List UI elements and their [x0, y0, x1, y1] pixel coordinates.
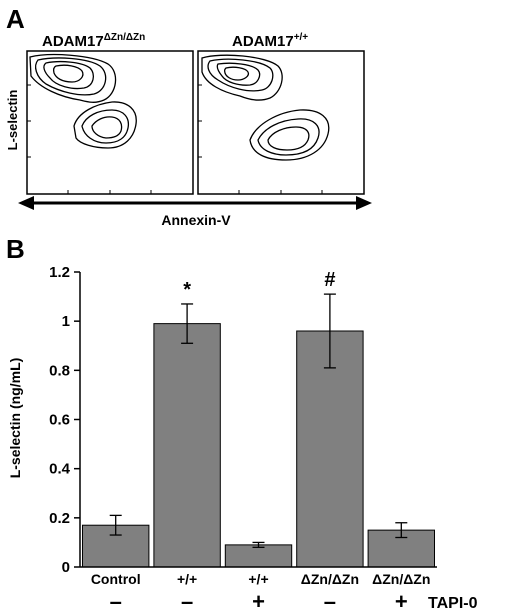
right-plot-title-base: ADAM17: [232, 33, 294, 50]
bars: [81, 323, 436, 568]
y-axis-ticks: 0 0.2 0.4 0.6 0.8 1 1.2: [49, 264, 80, 576]
y-tick-label: 1.2: [49, 264, 70, 281]
error-bar: [181, 303, 194, 344]
x-axis-genotype-labels: Control +/+ +/+ ΔZn/ΔZn ΔZn/ΔZn: [91, 571, 431, 587]
right-plot-title-sup: +/+: [294, 32, 309, 43]
tapi-sign: +: [395, 589, 408, 614]
contour-plot-left-ticks: [27, 84, 152, 194]
contour-lines-right: [201, 54, 330, 161]
panel-b-label: B: [6, 234, 25, 264]
annexin-arrow-left-head: [18, 196, 34, 210]
y-tick-label: 0.6: [49, 412, 70, 429]
contour-lines-left: [29, 53, 137, 149]
tapi-row-label: TAPI-0: [428, 595, 478, 612]
significance-mark: *: [183, 279, 191, 301]
y-tick-label: 0.4: [49, 461, 71, 478]
tapi-sign-row: – – + – +: [110, 589, 408, 614]
y-tick-label: 0.2: [49, 510, 70, 527]
right-plot-title: ADAM17+/+: [232, 32, 308, 50]
y-tick-label: 1: [62, 313, 70, 330]
bar: [224, 544, 293, 568]
tapi-sign: +: [252, 589, 265, 614]
tapi-sign: –: [110, 589, 122, 614]
panel-b-ylabel: L-selectin (ng/mL): [7, 358, 23, 479]
x-tick-label: ΔZn/ΔZn: [301, 571, 359, 587]
x-tick-label: ΔZn/ΔZn: [372, 571, 430, 587]
left-plot-title-base: ADAM17: [42, 33, 104, 50]
error-bar: [109, 514, 122, 536]
bar-chart: 00.20.40.60.811.2 * # Control +/+ +/+ ΔZn/ΔZ…: [49, 264, 477, 614]
contour-plot-left-frame: [26, 50, 194, 195]
error-bars: [109, 293, 408, 548]
annexin-arrow-right-head: [356, 196, 372, 210]
y-tick-label: 0: [62, 559, 70, 576]
x-tick-label: +/+: [177, 571, 197, 587]
left-plot-title-sup: ΔZn/ΔZn: [104, 32, 146, 43]
tapi-sign: –: [324, 589, 336, 614]
y-tick-label: 0.8: [49, 362, 70, 379]
error-bar: [252, 541, 265, 548]
tapi-sign: –: [181, 589, 193, 614]
error-bar: [323, 293, 336, 369]
contour-plot-right: [197, 50, 365, 195]
contour-plot-left: [26, 50, 194, 195]
x-tick-label: +/+: [248, 571, 268, 587]
x-tick-label: Control: [91, 571, 141, 587]
annexin-arrow: [18, 196, 372, 210]
left-plot-title: ADAM17ΔZn/ΔZn: [42, 32, 145, 50]
contour-plot-right-ticks: [198, 84, 323, 194]
panel-a-ylabel: L-selectin: [5, 90, 20, 151]
significance-mark: #: [324, 269, 335, 291]
significance-annotations: * #: [183, 269, 335, 301]
bar: [153, 323, 221, 568]
error-bar: [395, 522, 408, 539]
panel-a-xlabel: Annexin-V: [161, 212, 231, 228]
panel-a-label: A: [6, 4, 25, 34]
